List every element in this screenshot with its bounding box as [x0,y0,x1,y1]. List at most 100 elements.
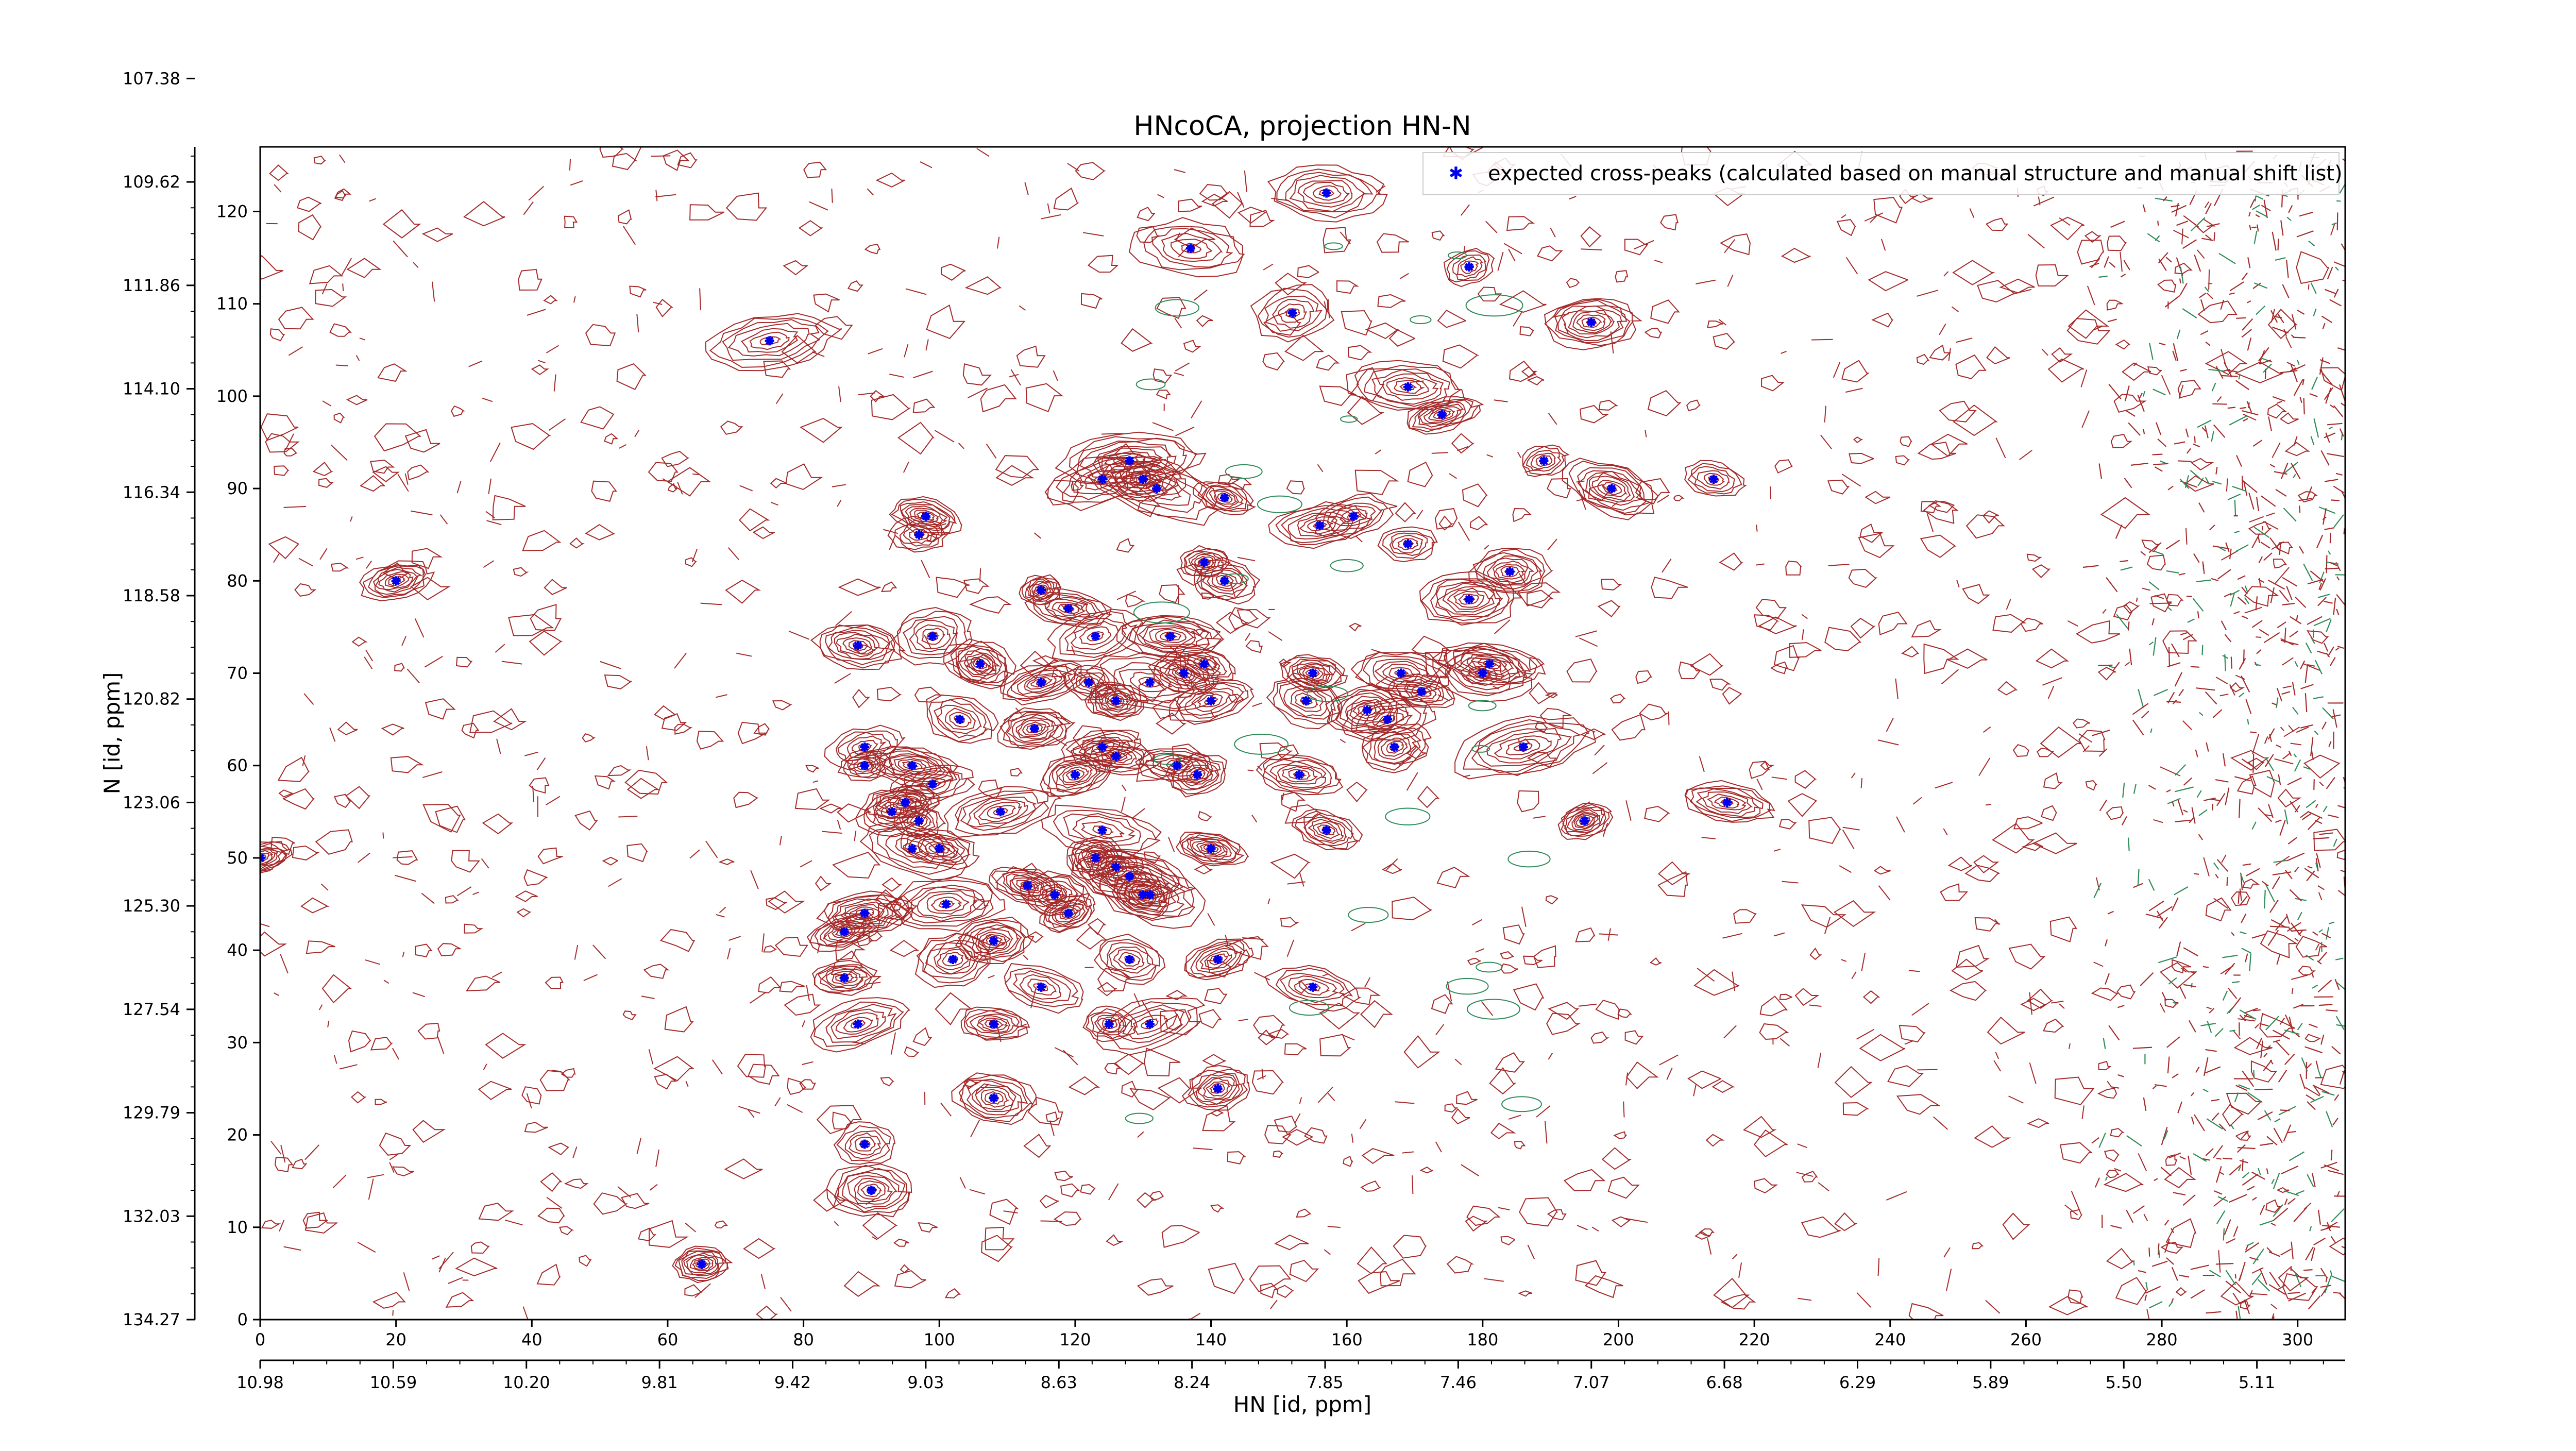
edge-contour [2265,369,2266,379]
cross-peak-marker [1165,632,1175,641]
cross-peak-marker [1322,825,1331,835]
edge-contour [2194,873,2199,874]
cross-peak-marker [975,660,985,669]
cross-peak-marker [1417,687,1426,696]
cross-peak-marker [1505,567,1515,576]
cross-peak-marker [1213,955,1223,964]
y-ppm-tick-label: 109.62 [123,172,180,192]
cross-peak-marker [1173,761,1182,770]
edge-contour [2223,1158,2232,1159]
cross-peak-marker [1349,512,1358,521]
cross-peak-marker [1383,715,1392,724]
x-index-tick-label: 200 [1603,1330,1634,1349]
cross-peak-marker [1037,585,1046,595]
y-ppm-tick-label: 120.82 [123,689,180,709]
cross-peak-marker [1105,1020,1114,1029]
cross-peak-marker [765,336,774,345]
edge-contour [2331,1150,2332,1160]
y-ppm-tick-label: 125.30 [123,896,180,916]
cross-peak-marker [1125,456,1134,465]
cross-peak-marker [1145,678,1155,687]
x-index-tick-label: 60 [657,1330,679,1349]
cross-peak-marker [840,973,849,983]
cross-peak-marker [1478,669,1487,678]
noise-contour [1464,246,1465,251]
y-ppm-tick-label: 127.54 [123,1000,180,1019]
edge-contour [2330,533,2331,543]
x-ppm-tick-label: 7.07 [1573,1373,1609,1392]
edge-contour [2216,1263,2233,1264]
cross-peak-marker [901,798,910,807]
x-ppm-tick-label: 8.63 [1041,1373,1077,1392]
x-index-tick-label: 120 [1059,1330,1091,1349]
edge-contour [2128,621,2129,630]
cross-peak-marker [928,780,937,789]
cross-peak-marker [1220,576,1229,585]
cross-peak-marker [853,641,862,650]
edge-contour [2337,212,2338,230]
edge-contour [2227,877,2228,886]
cross-peak-marker [1539,456,1548,465]
y-ppm-tick-label: 118.58 [123,586,180,605]
x-ppm-tick-label: 5.11 [2239,1373,2275,1392]
x-axis-label: HN [id, ppm] [1233,1392,1371,1417]
y-ppm-tick-label: 129.79 [123,1103,180,1123]
cross-peak-marker [1322,189,1331,198]
cross-peak-marker [1363,705,1372,715]
cross-peak-marker [1050,890,1059,900]
cross-peak-marker [860,761,869,770]
y-index-tick-label: 120 [216,201,248,221]
x-index-tick-label: 240 [1874,1330,1906,1349]
cross-peak-marker [1308,983,1317,992]
edge-contour [2325,568,2340,569]
cross-peak-marker [1709,475,1718,484]
cross-peak-marker [1485,660,1494,669]
cross-peak-marker [1308,669,1317,678]
y-ppm-tick-label: 123.06 [123,792,180,812]
cross-peak-marker [1207,696,1216,705]
cross-peak-marker [989,1093,998,1103]
edge-contour [2137,598,2138,602]
cross-peak-marker [1722,798,1732,807]
cross-peak-marker [1091,632,1100,641]
cross-peak-marker [1403,382,1413,392]
cross-peak-marker [1389,743,1399,752]
cross-peak-marker [1199,558,1209,567]
legend: ✱ expected cross-peaks (calculated based… [1423,153,2343,195]
cross-peak-marker [853,1020,862,1029]
y-index-tick-label: 10 [227,1218,248,1237]
x-index-tick-label: 180 [1467,1330,1498,1349]
x-index-tick-label: 140 [1195,1330,1227,1349]
cross-peak-marker [887,807,896,816]
y-index-tick-label: 0 [238,1310,248,1329]
y-ppm-tick-label: 132.03 [123,1206,180,1226]
cross-peak-marker [921,512,930,521]
cross-peak-marker [1145,890,1155,900]
cross-peak-marker [1403,539,1413,549]
y-index-tick-label: 110 [216,294,248,314]
cross-peak-marker [1464,595,1473,604]
cross-peak-marker [955,715,964,724]
chart-title: HNcoCA, projection HN-N [1133,111,1471,142]
x-ppm-tick-label: 5.50 [2106,1373,2142,1392]
x-index-tick-label: 40 [521,1330,543,1349]
cross-peak-marker [1186,244,1195,253]
edge-contour [2299,505,2300,513]
cross-peak-marker [1288,309,1297,318]
noise-contour [336,365,348,366]
cross-peak-marker [1213,1084,1223,1093]
cross-peak-marker [1295,770,1304,780]
edge-contour [2191,983,2192,988]
cross-peak-marker [1207,844,1216,853]
edge-contour [2239,799,2240,818]
cross-peak-marker [1315,521,1324,530]
y-index-tick-label: 50 [227,848,248,868]
noise-contour [1986,804,1991,805]
cross-peak-marker [1098,475,1107,484]
x-ppm-tick-label: 7.46 [1440,1373,1477,1392]
cross-peak-marker [1193,770,1202,780]
cross-peak-marker [989,1020,998,1029]
y-index-tick-label: 70 [227,664,248,683]
